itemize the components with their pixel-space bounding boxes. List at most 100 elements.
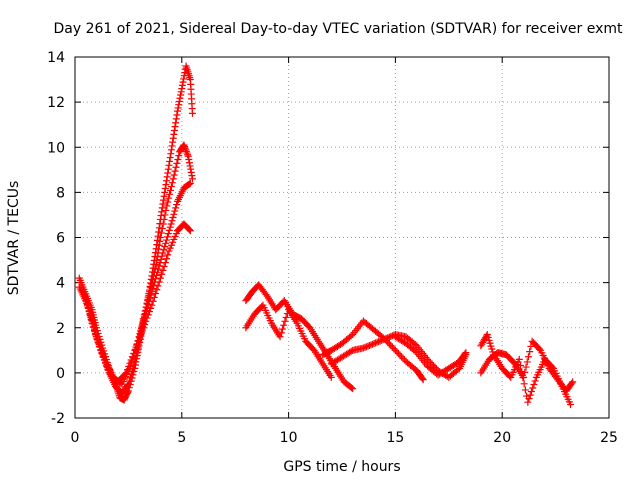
data-point-marker (98, 350, 106, 358)
data-point-marker (156, 234, 164, 241)
data-point-marker (121, 370, 129, 378)
data-point-marker (104, 366, 112, 374)
data-point-marker (92, 331, 100, 339)
data-point-marker (391, 346, 399, 354)
data-point-marker (461, 350, 469, 358)
data-point-marker (163, 255, 171, 263)
data-point-marker (163, 202, 171, 210)
data-point-marker (388, 332, 396, 340)
data-point-marker (158, 270, 166, 278)
data-point-marker (173, 201, 181, 209)
data-point-marker (347, 347, 355, 355)
data-point-marker (139, 324, 147, 332)
data-point-marker (153, 286, 161, 294)
data-point-marker (91, 327, 99, 335)
series-track-d (82, 220, 194, 386)
data-point-marker (167, 183, 175, 191)
data-point-marker (155, 278, 163, 286)
data-point-marker (165, 226, 173, 234)
y-tick-label: 12 (47, 95, 65, 111)
data-point-marker (187, 165, 195, 173)
data-point-marker (567, 400, 575, 408)
data-point-marker (158, 252, 166, 260)
data-point-marker (188, 109, 196, 117)
data-point-marker (361, 343, 369, 351)
data-point-marker (84, 300, 92, 308)
data-point-marker (185, 159, 193, 167)
data-point-marker (365, 341, 373, 349)
data-point-marker (163, 173, 171, 181)
series-track-b (75, 141, 196, 397)
data-point-marker (187, 168, 195, 176)
x-tick-label: 15 (386, 430, 404, 446)
data-point-marker (154, 282, 162, 290)
data-point-marker (182, 146, 190, 154)
series-track-k (477, 337, 577, 395)
data-point-marker (161, 185, 169, 193)
data-point-marker (387, 341, 395, 349)
data-point-marker (349, 385, 357, 393)
data-point-marker (367, 341, 375, 349)
data-point-marker (375, 338, 383, 346)
data-point-marker (87, 315, 95, 323)
data-point-marker (164, 169, 172, 177)
data-point-marker (174, 107, 182, 115)
data-point-marker (127, 370, 135, 378)
data-point-marker (164, 230, 172, 238)
data-point-marker (171, 123, 179, 131)
data-point-marker (382, 334, 390, 342)
series-track-e (242, 281, 357, 393)
data-point-marker (152, 275, 160, 283)
data-point-marker (520, 380, 528, 388)
data-point-marker (149, 284, 157, 292)
data-series (75, 62, 577, 408)
data-point-marker (125, 377, 133, 385)
data-point-marker (525, 395, 533, 403)
data-point-marker (93, 335, 101, 343)
data-point-marker (526, 391, 534, 399)
data-point-marker (82, 292, 90, 300)
data-point-marker (144, 311, 152, 319)
data-point-marker (569, 378, 577, 386)
data-point-marker (347, 332, 355, 340)
data-point-marker (158, 204, 166, 212)
data-point-marker (160, 263, 168, 271)
data-point-marker (184, 152, 192, 160)
data-point-marker (158, 208, 166, 216)
data-point-marker (385, 340, 393, 348)
data-point-marker (411, 347, 419, 355)
data-point-marker (398, 353, 406, 361)
data-point-marker (136, 333, 144, 341)
data-point-marker (130, 350, 138, 358)
data-point-marker (568, 379, 576, 387)
data-point-marker (166, 190, 174, 198)
y-tick-label: 8 (56, 185, 65, 201)
data-point-marker (86, 312, 94, 320)
series-track-f (242, 301, 335, 381)
data-point-marker (151, 264, 159, 272)
data-point-marker (170, 126, 178, 134)
data-point-marker (531, 377, 539, 385)
data-point-marker (359, 344, 367, 352)
x-tick-label: 5 (177, 430, 186, 446)
data-point-marker (100, 356, 108, 364)
data-point-marker (388, 343, 396, 351)
data-point-marker (166, 223, 174, 231)
data-point-marker (170, 130, 178, 138)
data-point-marker (153, 253, 161, 261)
data-point-marker (379, 336, 387, 344)
x-tick-label: 10 (280, 430, 298, 446)
data-point-marker (169, 138, 177, 146)
data-point-marker (134, 337, 142, 345)
series-track-h (327, 331, 470, 381)
data-point-marker (152, 290, 160, 298)
data-point-marker (370, 340, 378, 348)
data-point-marker (122, 369, 130, 377)
data-point-marker (376, 337, 384, 345)
data-point-marker (425, 357, 433, 365)
data-point-marker (80, 288, 88, 296)
y-tick-label: 2 (56, 321, 65, 337)
data-point-marker (127, 356, 135, 364)
data-point-marker (142, 307, 150, 315)
